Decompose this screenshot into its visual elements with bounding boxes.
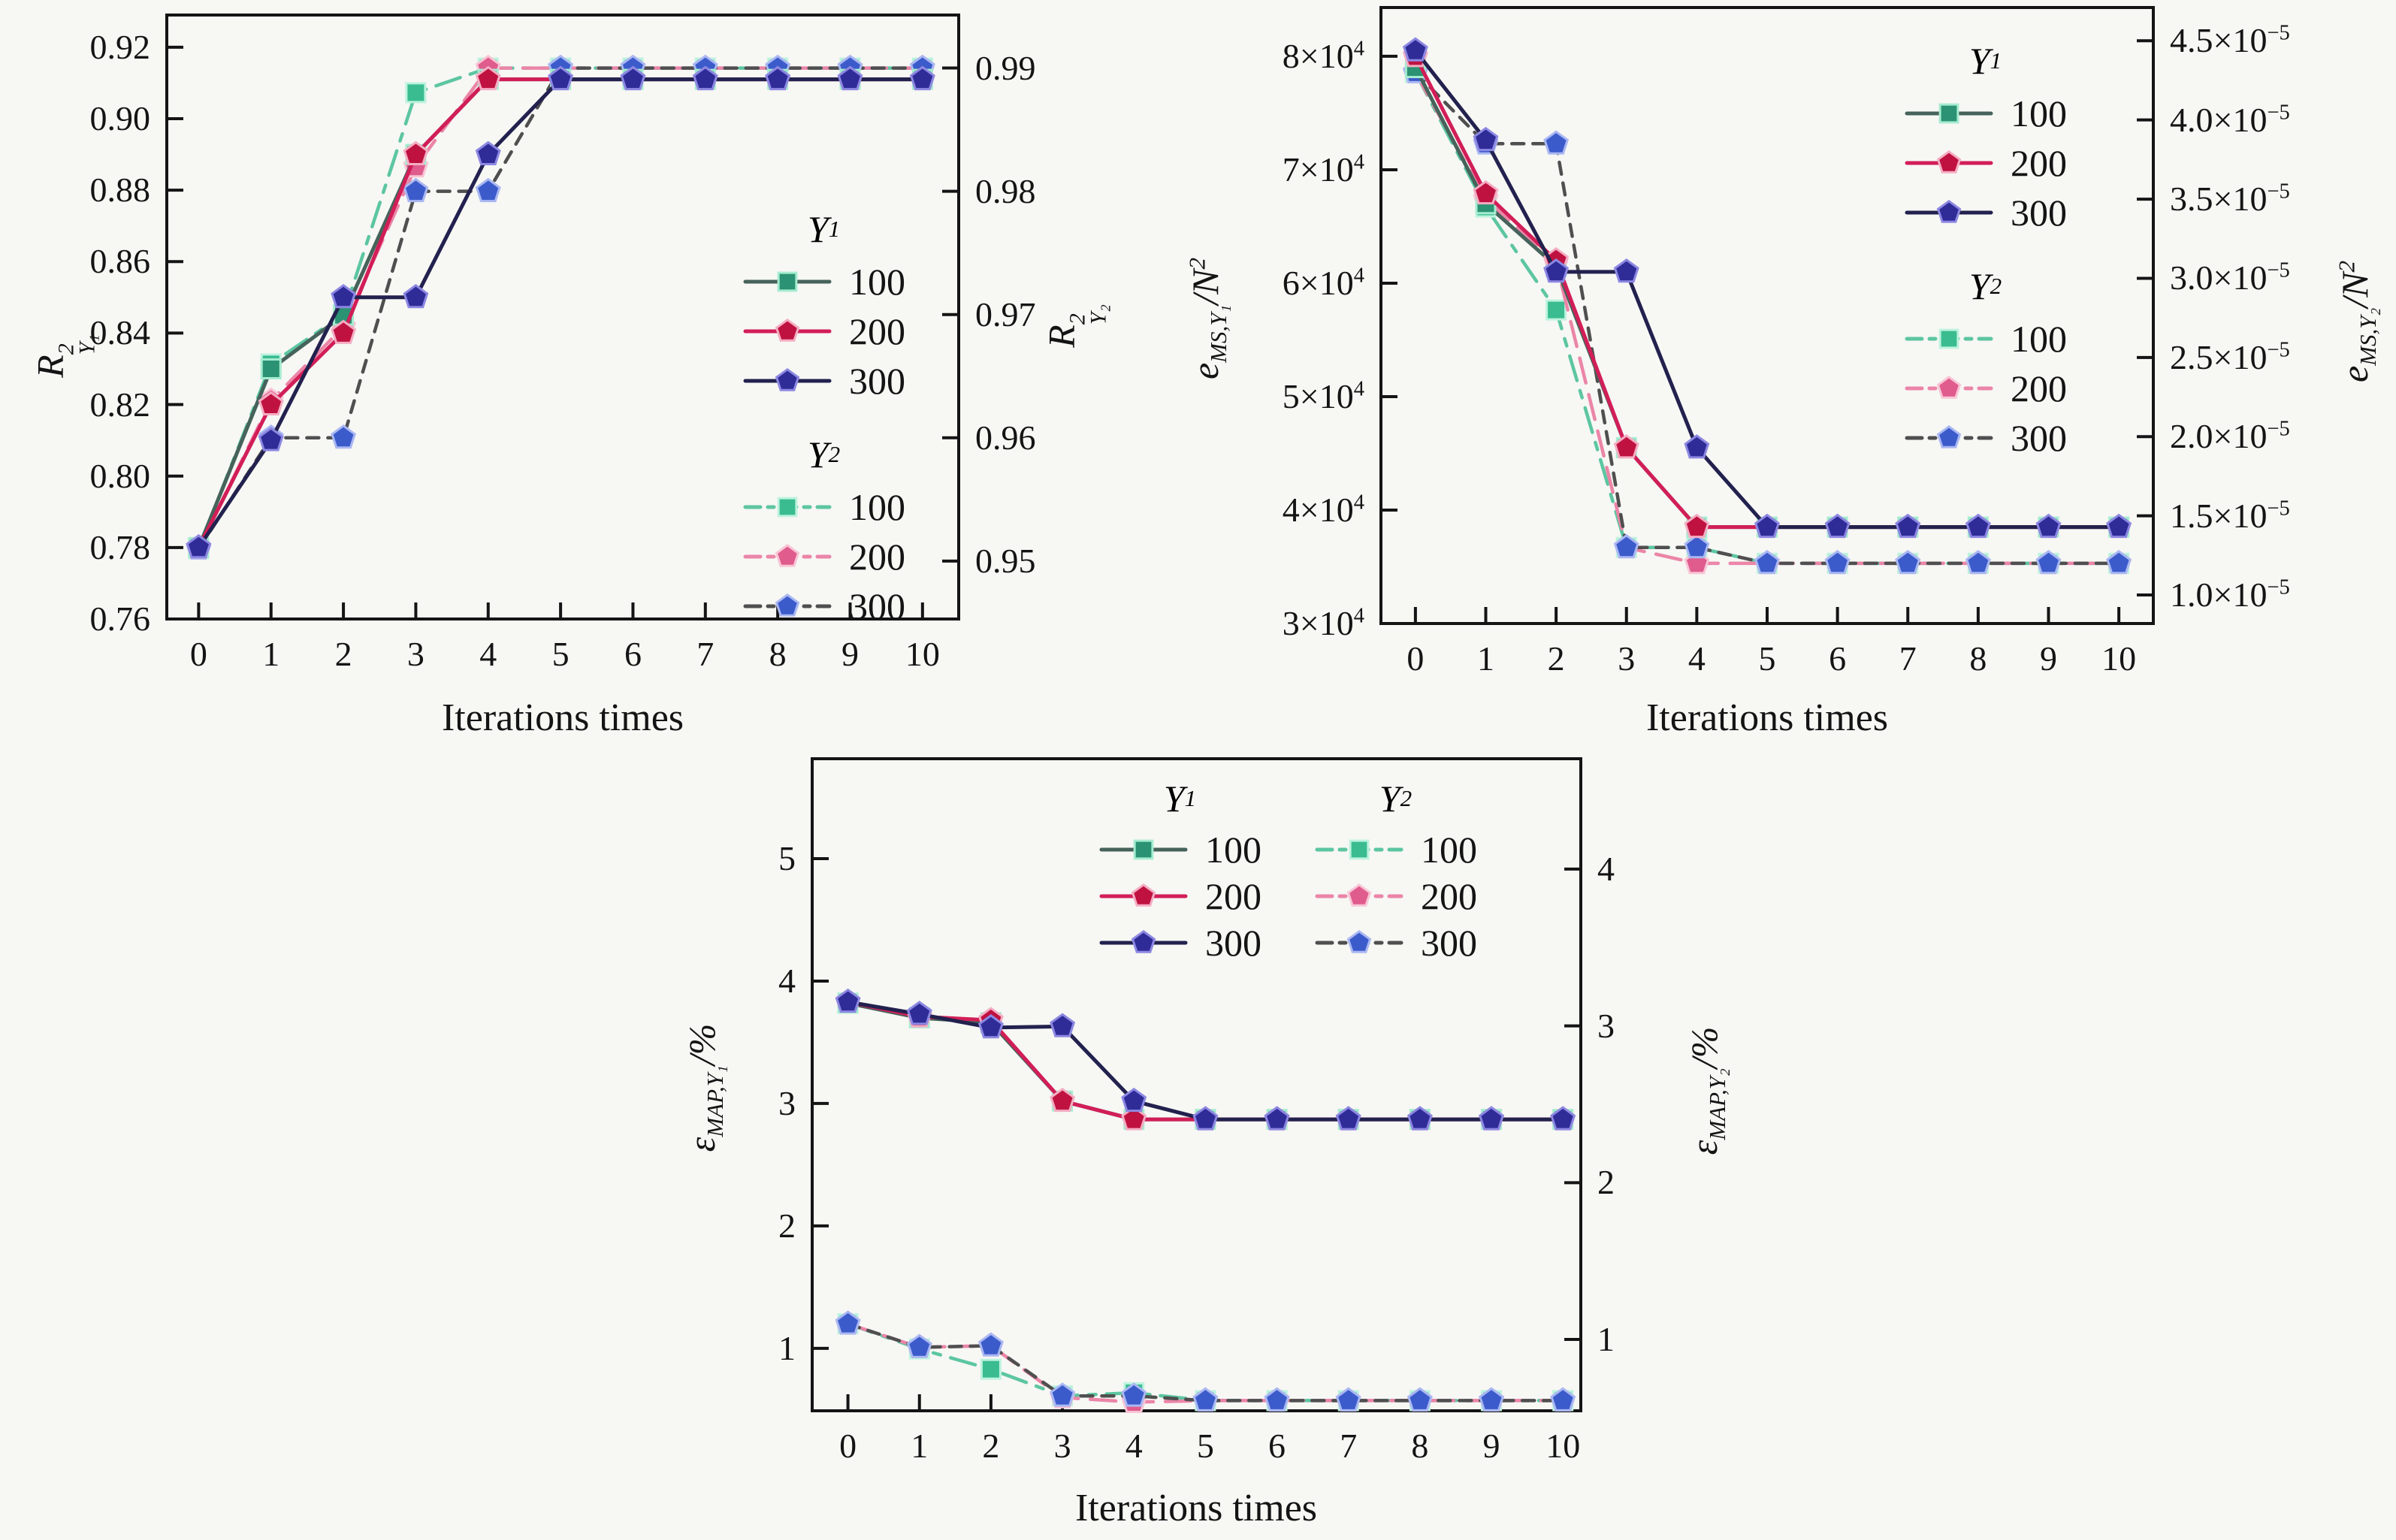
legend-swatch-line-icon [1314, 928, 1404, 958]
legend-swatch-line-icon [1904, 324, 1994, 354]
legend-item: 100 [1904, 89, 2067, 138]
legend-swatch-line-icon [1904, 148, 1994, 178]
legend-item-label: 100 [1205, 829, 1261, 871]
legend-item-label: 300 [1421, 922, 1477, 964]
chart3-x-axis-title: Iterations times [1074, 1487, 1318, 1529]
legend-item: 200 [1904, 364, 2067, 413]
legend-item-label: 300 [849, 585, 905, 627]
legend-swatch-line-icon [742, 591, 832, 621]
legend-item: 200 [1904, 138, 2067, 188]
legend-item-label: 200 [1421, 875, 1477, 917]
legend-item-label: 300 [2011, 417, 2067, 459]
legend-swatch-line-icon [1904, 373, 1994, 403]
legend-item-label: 200 [2011, 142, 2067, 184]
legend-item: 100 [742, 257, 905, 306]
legend-item-label: 100 [2011, 92, 2067, 134]
legend-item: 300 [1904, 413, 2067, 463]
legend-item: 200 [742, 532, 905, 581]
series-line-Y1-300 [846, 1000, 1565, 1122]
legend-swatch-line-icon [742, 366, 832, 396]
legend-item-label: 200 [1205, 875, 1261, 917]
legend-item-label: 200 [2011, 367, 2067, 409]
legend-item: 100 [742, 482, 905, 532]
chart2-x-axis-title: Iterations times [1645, 696, 1889, 739]
legend-item-label: 300 [849, 360, 905, 402]
legend-item: 200 [742, 306, 905, 356]
legend-swatch-line-icon [1098, 881, 1189, 911]
legend-swatch-line-icon [1904, 98, 1994, 128]
legend-item: 300 [1098, 919, 1261, 966]
legend-swatch-line-icon [1904, 198, 1994, 228]
legend-swatch-line-icon [1098, 835, 1189, 865]
chart1-x-axis-title: Iterations times [441, 696, 684, 739]
legend-item: 100 [1098, 826, 1261, 873]
legend-item: 100 [1904, 314, 2067, 364]
legend-item: 100 [1314, 826, 1477, 873]
legend-item-label: 300 [2011, 192, 2067, 234]
legend-swatch-line-icon [1098, 928, 1189, 958]
legend-item: 200 [1314, 873, 1477, 919]
legend-item-label: 100 [849, 261, 905, 303]
legend-item-label: 200 [849, 536, 905, 578]
chart2-right-axis-title: eMS,Y₂/N2 [2333, 260, 2381, 383]
legend-swatch-line-icon [742, 267, 832, 297]
legend-swatch-line-icon [1314, 881, 1404, 911]
legend-swatch-line-icon [1314, 835, 1404, 865]
legend-item: 300 [742, 356, 905, 406]
chart2-left-axis-title: eMS,Y₁/N2 [1183, 257, 1231, 380]
chart3-right-axis-title: εMAP,Y₂/% [1683, 1026, 1730, 1155]
legend-item-label: 100 [849, 486, 905, 528]
legend-item: 300 [1904, 188, 2067, 237]
legend-swatch-line-icon [742, 542, 832, 572]
legend-swatch-line-icon [1904, 423, 1994, 453]
legend-item: 300 [1314, 919, 1477, 966]
chart3-left-axis-title: εMAP,Y₁/% [681, 1023, 728, 1152]
legend-swatch-line-icon [742, 316, 832, 346]
legend-item-label: 300 [1205, 922, 1261, 964]
legend-swatch-line-icon [742, 492, 832, 522]
legend-item: 300 [742, 581, 905, 631]
legend-item-label: 200 [849, 310, 905, 352]
chart1-right-axis-title: R 2 Y₂ [1040, 304, 1111, 348]
legend-item-label: 100 [2011, 318, 2067, 360]
chart1-left-axis-title: R 2 Y₁ [29, 334, 100, 378]
legend-item-label: 100 [1421, 829, 1477, 871]
legend-item: 200 [1098, 873, 1261, 919]
